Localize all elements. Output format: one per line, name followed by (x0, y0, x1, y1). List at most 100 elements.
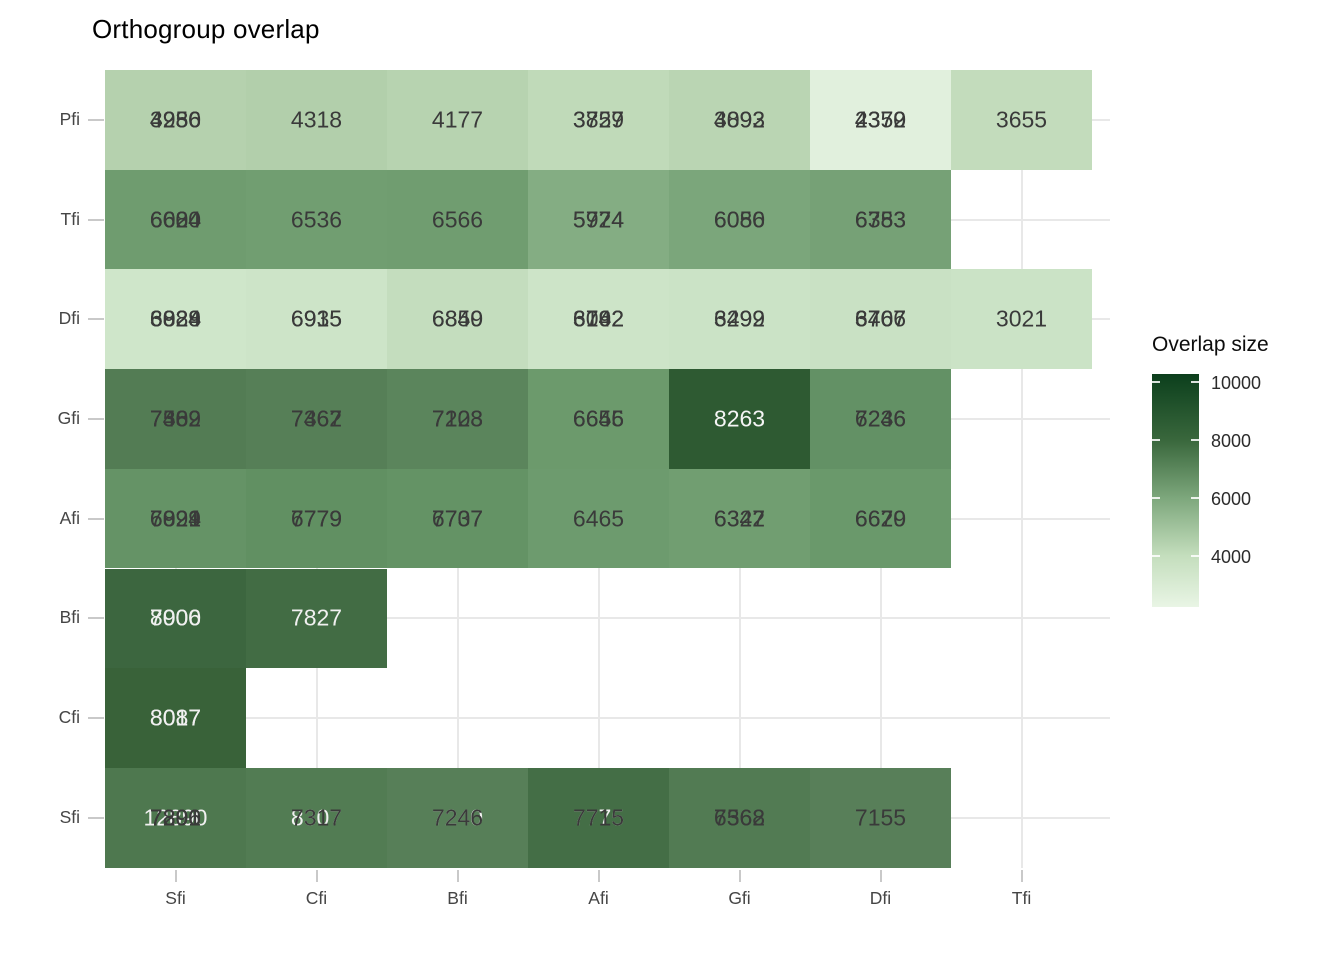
y-axis-label: Afi (59, 507, 80, 528)
y-axis-tick (88, 517, 104, 520)
cell-value-label: 6192 (572, 305, 625, 332)
heatmap-cell: 4318 (246, 70, 387, 170)
heatmap-cell: 8263 (669, 369, 810, 469)
cell-value-label: 7368 (713, 804, 766, 831)
cell-value-label: 7246 (431, 804, 484, 831)
cell-value-label: 6707 (431, 505, 484, 532)
cell-value-label: 6915 (290, 305, 343, 332)
cell-value-label: 6935 (290, 305, 343, 332)
x-axis-tick (597, 869, 600, 882)
cell-value-label: 3986 (149, 106, 202, 133)
cell-value-label: 7715 (572, 804, 625, 831)
y-axis-label: Cfi (58, 707, 80, 728)
cell-value-label: 8263 (713, 405, 766, 432)
cell-value-label: 6620 (854, 505, 907, 532)
cell-value-label: 6465 (572, 505, 625, 532)
heatmap-cell: 6679 6620 (810, 468, 951, 569)
cell-value-label: 8087 (149, 704, 202, 731)
heatmap-cell: 6086 6050 (669, 169, 810, 270)
cell-value-label: 4092 (713, 106, 766, 133)
y-axis-tick (88, 417, 104, 420)
legend-title: Overlap size (1152, 333, 1269, 356)
cell-value-label: 6050 (713, 206, 766, 233)
cell-value-label: 6383 (854, 206, 907, 233)
cell-value-label: 6767 (854, 305, 907, 332)
legend-bar-tick (1191, 381, 1199, 383)
cell-value-label: 5724 (572, 206, 625, 233)
cell-value-label: 6246 (854, 405, 907, 432)
heatmap-cell: 7155 (810, 767, 951, 868)
cell-value-label: 6742 (572, 305, 625, 332)
x-axis-label: Bfi (447, 887, 468, 908)
cell-value-label: 7389 (149, 405, 202, 432)
legend-bar-tick (1191, 555, 1199, 557)
cell-value-label: 7775 (572, 804, 625, 831)
y-axis-tick (88, 318, 104, 321)
heatmap-cell: 6655 6646 (528, 369, 669, 469)
heatmap-cell: 3829 3757 (528, 70, 669, 170)
cell-value-label: 7827 (290, 604, 343, 631)
y-axis-tick (88, 617, 104, 620)
gridline-v (1020, 70, 1023, 868)
cell-value-label: 7123 (431, 405, 484, 432)
cell-value-label: 7362 (290, 405, 343, 432)
cell-value-label: 6600 (149, 206, 202, 233)
cell-value-label: 12890 (143, 804, 208, 831)
heatmap-cell: 6707 7737 (387, 468, 528, 569)
cell-value-label: 6327 (713, 505, 766, 532)
legend-tick-label: 6000 (1211, 489, 1252, 509)
gridline-h (105, 717, 1110, 720)
cell-value-label: 2370 (854, 106, 907, 133)
cell-value-label: 7896 (149, 804, 202, 831)
y-axis-label: Sfi (59, 806, 80, 827)
heatmap-cell: 7827 (246, 568, 387, 669)
cell-value-label: 5974 (572, 206, 625, 233)
heatmap-cell: 6299 3492 (669, 269, 810, 370)
x-axis-label: Sfi (165, 887, 186, 908)
heatmap-cell: 6566 (387, 169, 528, 270)
heatmap-cell: 4250 3986 4236 (105, 70, 246, 170)
cell-value-label: 7240 (431, 804, 484, 831)
y-axis-tick (88, 816, 104, 819)
legend-bar-tick (1152, 555, 1160, 557)
cell-value-label: 4379 (854, 106, 907, 133)
cell-value-label: 6888 (149, 305, 202, 332)
legend-bar-tick (1152, 439, 1160, 441)
heatmap-cell: 7389 7462 7502 (105, 369, 246, 469)
cell-value-label: 7236 (854, 405, 907, 432)
x-axis-tick (879, 869, 882, 882)
cell-value-label: 3492 (713, 305, 766, 332)
cell-value-label: 3707 (854, 305, 907, 332)
cell-value-label: 4352 (854, 106, 907, 133)
heatmap-cell: 4177 (387, 70, 528, 170)
heatmap-cell: 6383 6753 (810, 169, 951, 270)
x-axis-label: Cfi (305, 887, 328, 908)
heatmap-cell: 3021 (951, 269, 1092, 370)
heatmap-cell: 7368 6562 (669, 767, 810, 868)
cell-value-label: 6753 (854, 206, 907, 233)
cell-value-label: 3021 (995, 305, 1048, 332)
heatmap-cell: 6536 (246, 169, 387, 270)
cell-value-label: 6824 (149, 305, 202, 332)
heatmap-cell: 12890 7390 7896 7201 (105, 767, 246, 868)
heatmap-cell: 6888 6929 6824 3024 (105, 269, 246, 370)
cell-value-label: 7779 (290, 505, 343, 532)
y-axis-tick (88, 118, 104, 121)
legend-tick-label: 10000 (1211, 373, 1262, 393)
cell-value-label: 3829 (572, 106, 625, 133)
cell-value-label: 6921 (149, 505, 202, 532)
cell-value-label: 6646 (572, 405, 625, 432)
heatmap-cell: 5974 5724 (528, 169, 669, 270)
legend-bar-tick (1152, 381, 1160, 383)
x-axis-tick (174, 869, 177, 882)
legend-bar-tick (1191, 497, 1199, 499)
heatmap-cell: 6327 6342 (669, 468, 810, 569)
heatmap-cell: 6935 6915 (246, 269, 387, 370)
cell-value-label: 3655 (995, 106, 1048, 133)
legend-tick-label: 8000 (1211, 431, 1252, 451)
cell-value-label: 6655 (572, 405, 625, 432)
y-axis-tick (88, 717, 104, 720)
cell-value-label: 6342 (713, 505, 766, 532)
legend-tick-label: 4000 (1211, 547, 1252, 567)
cell-value-label: 6086 (713, 206, 766, 233)
